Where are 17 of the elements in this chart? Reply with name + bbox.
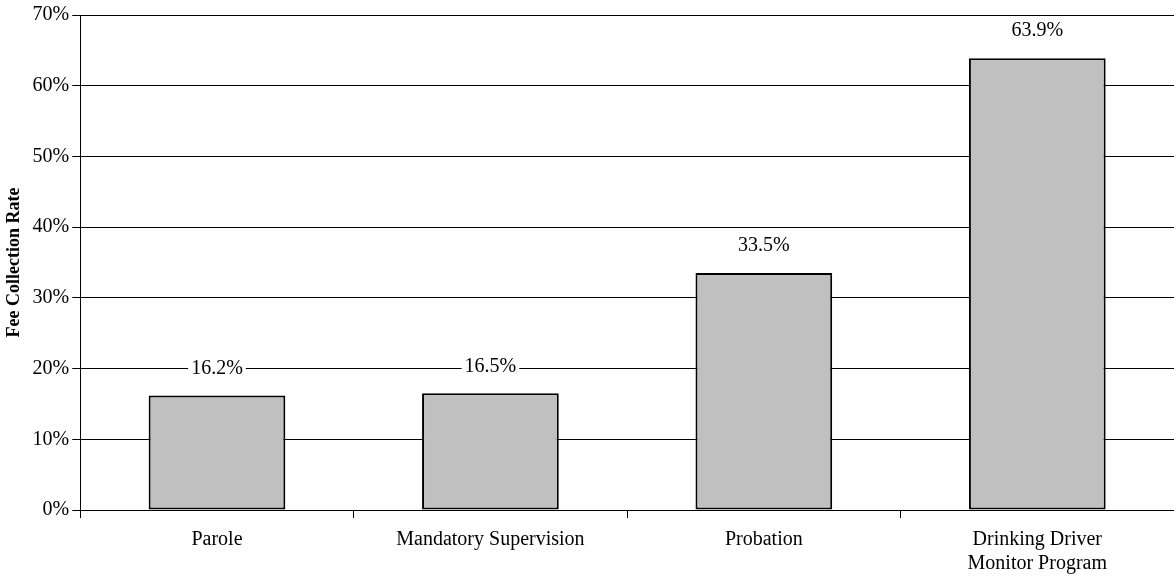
x-tick-label: Parole (191, 527, 243, 550)
data-label: 63.9% (1011, 18, 1064, 41)
x-tick-label: Mandatory Supervision (396, 527, 585, 551)
x-tick-label: Drinking Driver Monitor Program (967, 527, 1108, 575)
y-tick-label: 60% (32, 72, 70, 95)
y-tick-label: 10% (32, 426, 70, 449)
y-tick-label: 40% (32, 214, 70, 237)
y-axis-title: Fee Collection Rate (3, 187, 24, 338)
data-label: 16.5% (464, 353, 517, 376)
y-tick-label: 20% (32, 355, 70, 378)
y-tick-label: 0% (42, 497, 70, 520)
y-tick-label: 50% (32, 143, 70, 166)
data-label: 16.2% (191, 355, 243, 378)
y-tick-label: 70% (32, 2, 70, 25)
data-label: 33.5% (738, 233, 790, 256)
y-tick-label: 30% (32, 285, 70, 308)
x-tick-label: Probation (724, 527, 803, 550)
